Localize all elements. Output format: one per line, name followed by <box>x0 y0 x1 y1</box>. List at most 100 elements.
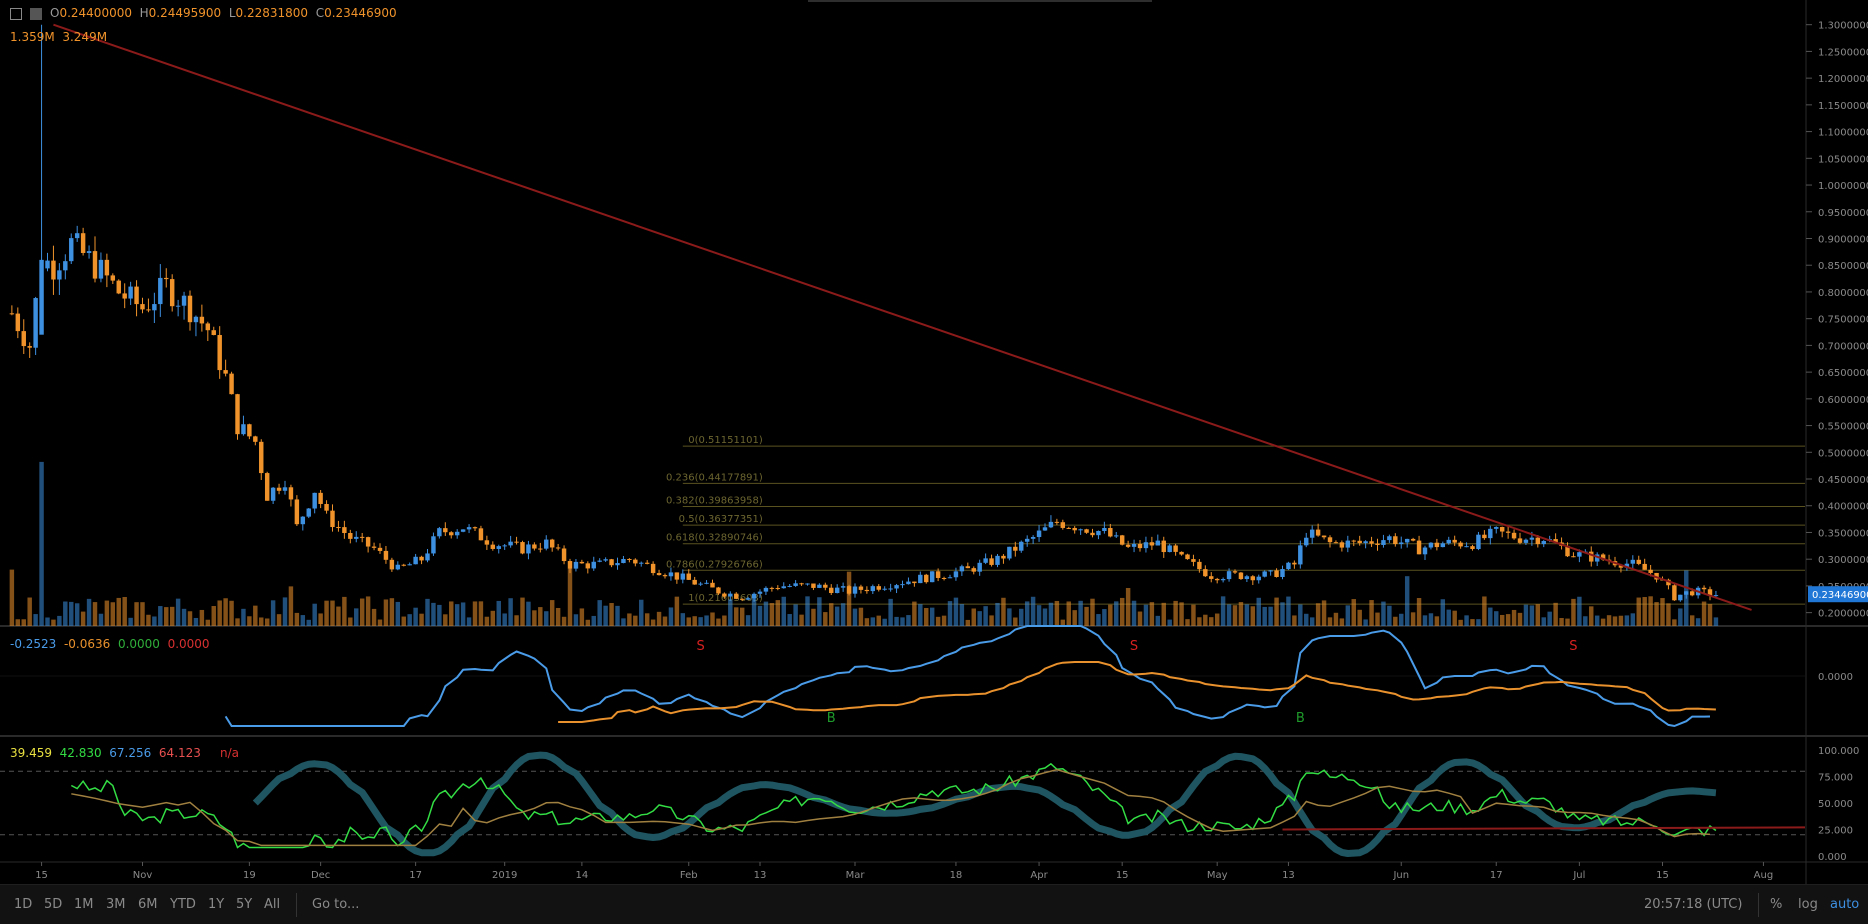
volume-bar <box>74 603 80 626</box>
range-1m-button[interactable]: 1M <box>74 897 94 912</box>
range-1d-button[interactable]: 1D <box>14 897 33 912</box>
volume-bar <box>116 597 121 626</box>
volume-bar <box>1547 611 1552 626</box>
candle-body <box>401 564 406 566</box>
volume-bar <box>989 615 994 626</box>
trendline <box>53 23 1752 611</box>
volume-ma-value: 3.249M <box>62 30 108 44</box>
candle-body <box>140 304 145 310</box>
volume-bar <box>805 596 810 626</box>
percent-scale-button[interactable]: % <box>1770 897 1783 912</box>
candle-body <box>490 544 496 549</box>
candle-body <box>1713 595 1719 597</box>
volume-bar <box>205 619 211 626</box>
candle-body <box>900 584 905 586</box>
candle-body <box>924 574 929 583</box>
candle-body <box>1535 537 1541 545</box>
volume-bar <box>264 618 270 626</box>
stoch-rsi-value: 64.123 <box>158 746 201 760</box>
candle-body <box>615 563 620 566</box>
volume-bar <box>1482 596 1487 626</box>
stoch-d-value: 67.256 <box>109 746 152 760</box>
candle-body <box>383 550 389 560</box>
volume-bar <box>1280 602 1285 626</box>
range-all-button[interactable]: All <box>264 897 281 912</box>
candle-body <box>86 251 92 253</box>
range-6m-button[interactable]: 6M <box>138 897 158 912</box>
candle-body <box>1108 528 1113 537</box>
volume-bar <box>1292 615 1297 626</box>
candle-body <box>1369 541 1374 544</box>
stoch-k-value: 39.459 <box>10 746 52 760</box>
volume-bar <box>1440 599 1446 626</box>
candle-body <box>241 424 246 435</box>
volume-bar <box>864 618 870 626</box>
candle-body <box>348 533 353 539</box>
range-5d-button[interactable]: 5D <box>44 897 63 912</box>
volume-bar <box>1078 600 1083 626</box>
fib-level-label: 1(0.21603603) <box>688 593 763 604</box>
volume-bar <box>306 619 311 626</box>
volume-bar <box>751 597 757 626</box>
open-value: 0.24400000 <box>59 6 132 20</box>
candle-body <box>1594 554 1600 562</box>
candle-body <box>716 587 721 594</box>
time-tick-label: 13 <box>1282 870 1295 881</box>
volume-bar <box>1001 597 1006 626</box>
candle-body <box>211 330 216 336</box>
goto-button[interactable]: Go to... <box>312 897 360 912</box>
volume-bar <box>1238 602 1244 626</box>
candle-body <box>799 583 804 585</box>
volume-bar <box>312 603 317 626</box>
candle-body <box>656 573 662 576</box>
candle-body <box>520 542 525 554</box>
volume-bar <box>27 597 32 626</box>
candle-body <box>1701 587 1707 590</box>
collapse-icon[interactable] <box>10 8 22 20</box>
log-scale-button[interactable]: log <box>1798 897 1818 912</box>
volume-bar <box>371 608 377 626</box>
volume-bar <box>924 608 929 626</box>
volume-bar <box>253 605 258 626</box>
candle-body <box>1286 562 1291 570</box>
candle-body <box>1090 532 1095 536</box>
candle-body <box>585 563 591 569</box>
candle-body <box>104 259 110 276</box>
candle-body <box>1036 530 1042 538</box>
volume-bar <box>1114 601 1119 626</box>
volume-bar <box>769 603 775 626</box>
volume-bar <box>401 616 406 626</box>
price-tick-label: 1.10000000 <box>1818 128 1868 139</box>
range-3m-button[interactable]: 3M <box>106 897 126 912</box>
volume-bar <box>621 618 626 626</box>
volume-bar <box>662 616 668 626</box>
time-tick-label: 15 <box>1116 870 1129 881</box>
candle-body <box>1422 547 1428 555</box>
volume-bar <box>1119 597 1125 626</box>
candle-body <box>336 527 341 529</box>
volume-bar <box>300 615 306 626</box>
volume-bar <box>1381 601 1386 626</box>
range-5y-button[interactable]: 5Y <box>236 897 253 912</box>
candle-body <box>1470 546 1475 549</box>
auto-scale-button[interactable]: auto <box>1830 897 1860 912</box>
candle-body <box>235 394 240 435</box>
candle-body <box>1280 569 1285 577</box>
volume-bar <box>86 598 92 626</box>
range-ytd-button[interactable]: YTD <box>170 897 196 912</box>
volume-bar <box>484 616 490 626</box>
macd-signal-value: -0.0636 <box>63 637 111 651</box>
candle-body <box>692 579 697 585</box>
candle-body <box>639 562 644 564</box>
candle-body <box>1440 543 1446 548</box>
time-tick-label: Apr <box>1030 870 1048 881</box>
range-1y-button[interactable]: 1Y <box>208 897 225 912</box>
candle-body <box>929 571 935 583</box>
candle-body <box>1244 576 1250 580</box>
volume-bar <box>573 614 579 626</box>
candle-body <box>1226 571 1232 580</box>
price-tick-label: 0.50000000 <box>1818 448 1868 459</box>
candle-body <box>1636 559 1641 564</box>
